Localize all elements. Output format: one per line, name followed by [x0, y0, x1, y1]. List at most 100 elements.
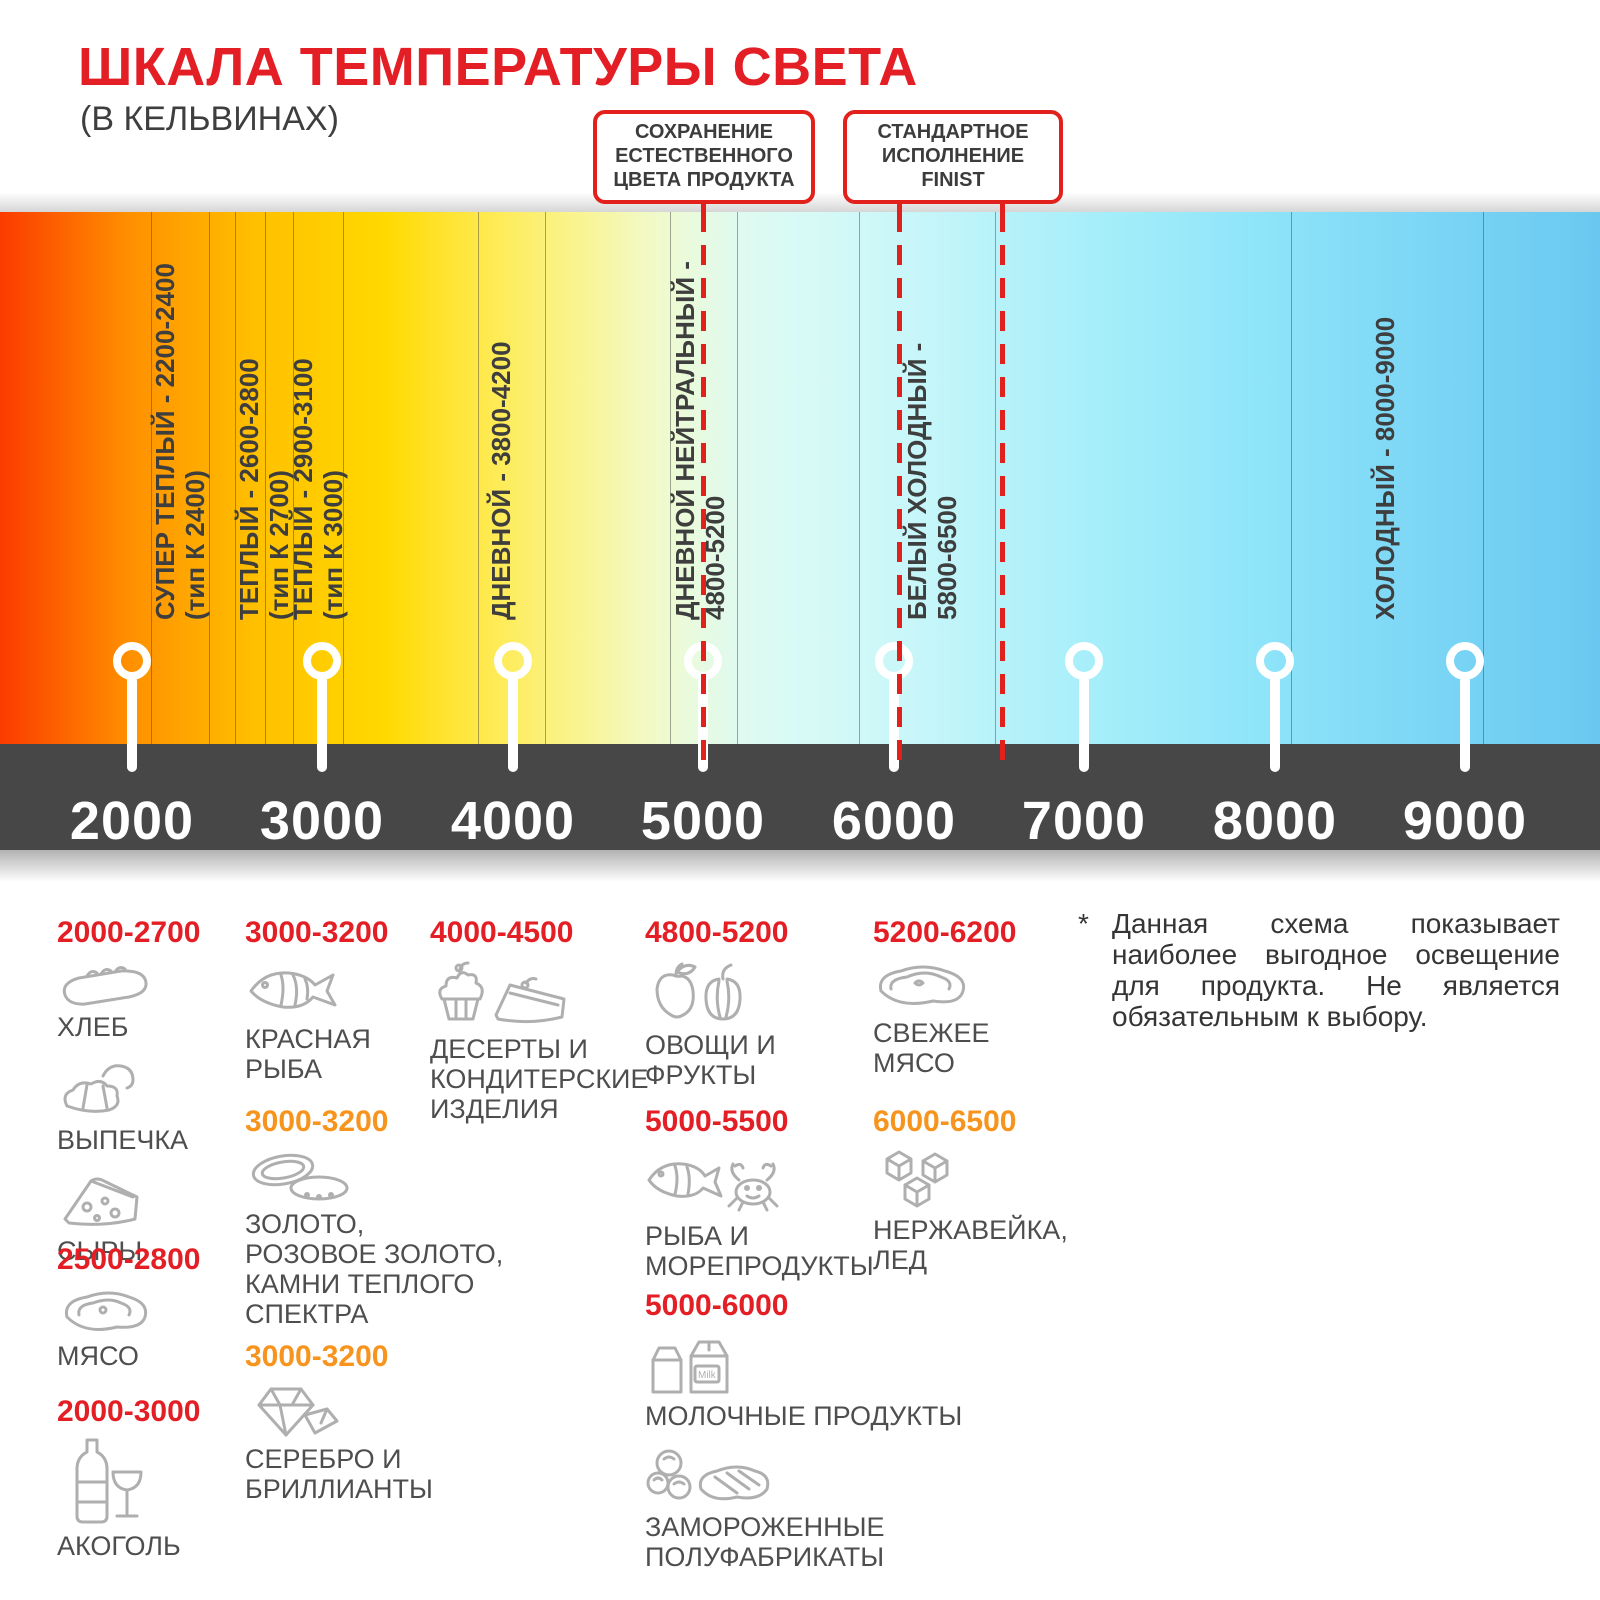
product-item: ЗАМОРОЖЕННЫЕ ПОЛУФАБРИКАТЫ [645, 1445, 962, 1572]
product-item: ЗОЛОТО, РОЗОВОЕ ЗОЛОТО, КАМНИ ТЕПЛОГО СП… [245, 1146, 503, 1329]
diamond-icon [245, 1381, 433, 1439]
scale-pin-stem [1460, 676, 1470, 772]
product-item: РЫБА И МОРЕПРОДУКТЫ [645, 1146, 874, 1281]
milk-icon: Milk [645, 1330, 962, 1396]
axis-tick-label: 5000 [640, 791, 766, 851]
desserts-icon [430, 957, 648, 1029]
callout-stem [897, 196, 902, 214]
page-title: ШКАЛА ТЕМПЕРАТУРЫ СВЕТА [78, 37, 918, 97]
product-item: Milk МОЛОЧНЫЕ ПРОДУКТЫ [645, 1330, 962, 1431]
scale-pin-icon [303, 642, 341, 680]
kelvin-range-value: 2000-3000 [57, 1395, 201, 1428]
kelvin-band-line [737, 212, 738, 744]
kelvin-range-value: 3000-3200 [245, 1105, 389, 1138]
product-label: ОВОЩИ И ФРУКТЫ [645, 1030, 776, 1090]
kelvin-range-label: ТЕПЛЫЙ - 2600-2800 (тип К 2700) [234, 358, 294, 620]
product-label: МЯСО [57, 1341, 139, 1371]
product-label: АКОГОЛЬ [57, 1531, 181, 1561]
kelvin-range-label: БЕЛЫЙ ХОЛОДНЫЙ - 5800-6500 [902, 342, 962, 620]
callout-finist-standard: СТАНДАРТНОЕ ИСПОЛНЕНИЕ FINIST [843, 110, 1063, 204]
temperature-gradient-bar: СУПЕР ТЕПЛЫЙ - 2200-2400 (тип К 2400) ТЕП… [0, 212, 1600, 744]
kelvin-range-label: ХОЛОДНЫЙ - 8000-9000 [1370, 316, 1400, 620]
kelvin-range-value: 4000-4500 [430, 916, 574, 949]
kelvin-range-label: ДНЕВНОЙ - 3800-4200 [486, 341, 516, 620]
kelvin-band-line [235, 212, 236, 744]
croissant-icon [57, 1056, 200, 1120]
product-group: 4800-5200 ОВОЩИ И ФРУКТЫ [645, 915, 788, 1104]
kelvin-band-line [670, 212, 671, 744]
scale-pin-stem [1079, 676, 1089, 772]
scale-pin-icon [1446, 642, 1484, 680]
scale-pin-icon [1256, 642, 1294, 680]
alcohol-icon [57, 1436, 200, 1526]
kelvin-range-value: 5000-5500 [645, 1105, 789, 1138]
callout-stem [701, 196, 706, 214]
kelvin-range-value: 4800-5200 [645, 916, 789, 949]
product-group: 4000-4500 ДЕСЕРТЫ И КОНДИТЕРСКИЕ ИЗДЕЛИЯ [430, 915, 648, 1138]
axis-tick-label: 7000 [1021, 791, 1147, 851]
kelvin-range-label: ТЕПЛЫЙ - 2900-3100 (тип К 3000) [288, 358, 348, 620]
frozen-icon [645, 1445, 962, 1507]
kelvin-band-line [545, 212, 546, 744]
kelvin-range-value: 3000-3200 [245, 916, 389, 949]
axis-tick-label: 8000 [1212, 791, 1338, 851]
page-subtitle: (В КЕЛЬВИНАХ) [80, 100, 339, 138]
product-group: 3000-3200 ЗОЛОТО, РОЗОВОЕ ЗОЛОТО, КАМНИ … [245, 1104, 503, 1343]
product-group: 3000-3200 СЕРЕБРО И БРИЛЛИАНТЫ [245, 1339, 433, 1518]
kelvin-band-line [293, 212, 294, 744]
kelvin-band-line [478, 212, 479, 744]
product-group: 2500-2800 МЯСО [57, 1242, 200, 1385]
product-label: КРАСНАЯ РЫБА [245, 1024, 371, 1084]
axis-tick-label: 2000 [69, 791, 195, 851]
product-label: СЕРЕБРО И БРИЛЛИАНТЫ [245, 1444, 433, 1504]
marker-dashed-line [1000, 212, 1005, 772]
rings-icon [245, 1146, 503, 1204]
vegetables-icon [645, 957, 788, 1025]
product-item: ХЛЕБ [57, 957, 200, 1042]
scale-pin-icon [113, 642, 151, 680]
axis-tick-label: 4000 [450, 791, 576, 851]
kelvin-range-label: СУПЕР ТЕПЛЫЙ - 2200-2400 (тип К 2400) [150, 263, 210, 620]
axis-tick-label: 3000 [259, 791, 385, 851]
scale-pin-icon [494, 642, 532, 680]
cheese-icon [57, 1169, 200, 1231]
kelvin-range-value: 6000-6500 [873, 1105, 1017, 1138]
seafood-icon [645, 1146, 874, 1216]
product-label: ВЫПЕЧКА [57, 1125, 189, 1155]
product-label: РЫБА И МОРЕПРОДУКТЫ [645, 1221, 874, 1281]
kelvin-band-line [995, 212, 996, 744]
bread-icon [57, 957, 200, 1007]
meat-icon [57, 1284, 200, 1336]
axis-tick-label: 9000 [1402, 791, 1528, 851]
scale-pin-stem [1270, 676, 1280, 772]
fish-icon [245, 957, 388, 1019]
kelvin-band-line [151, 212, 152, 744]
product-label: СВЕЖЕЕ МЯСО [873, 1018, 990, 1078]
axis-tick-label: 6000 [831, 791, 957, 851]
kelvin-range-label: ДНЕВНОЙ НЕЙТРАЛЬНЫЙ - 4800-5200 [670, 261, 730, 620]
kelvin-axis-band [0, 744, 1600, 850]
product-item: НЕРЖАВЕЙКА, ЛЕД [873, 1146, 1068, 1275]
product-group: 5000-5500 РЫБА И МОРЕПРОДУКТЫ [645, 1104, 874, 1295]
footnote-text: Данная схема показывает наиболее выгодно… [1112, 908, 1560, 1032]
product-label: СЫРЫ [57, 1236, 143, 1266]
product-group: 3000-3200 КРАСНАЯ РЫБА [245, 915, 388, 1098]
product-item: ВЫПЕЧКА [57, 1056, 200, 1155]
product-group: 2000-2700 ХЛЕБ ВЫПЕЧКА СЫРЫ [57, 915, 200, 1280]
product-group: 6000-6500 НЕРЖАВЕЙКА, ЛЕД [873, 1104, 1068, 1289]
product-label: ЗАМОРОЖЕННЫЕ ПОЛУФАБРИКАТЫ [645, 1512, 885, 1572]
marker-dashed-line [897, 212, 902, 772]
kelvin-range-value: 2500-2800 [57, 1243, 201, 1276]
kelvin-band-line [209, 212, 210, 744]
product-label: ЗОЛОТО, РОЗОВОЕ ЗОЛОТО, КАМНИ ТЕПЛОГО СП… [245, 1209, 504, 1329]
footnote-asterisk: * [1078, 908, 1089, 939]
product-group: 2000-3000 АКОГОЛЬ [57, 1394, 200, 1575]
ice-icon [873, 1146, 1068, 1210]
product-item: СЫРЫ [57, 1169, 200, 1266]
scale-pin-stem [317, 676, 327, 772]
svg-text:Milk: Milk [698, 1370, 717, 1381]
kelvin-band-line [265, 212, 266, 744]
scale-pin-stem [508, 676, 518, 772]
kelvin-band-line [343, 212, 344, 744]
